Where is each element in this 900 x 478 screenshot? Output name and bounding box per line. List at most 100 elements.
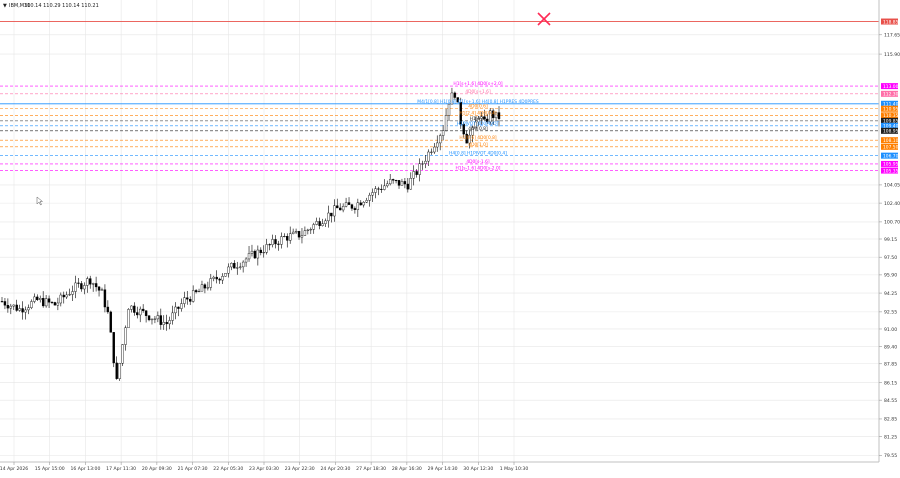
y-tick-label: 97.50 [884,255,897,261]
candle-body [274,239,277,245]
mouse-cursor-icon [36,196,44,206]
y-tick-label: 91.00 [884,327,897,333]
level-label: H1[s+1.6] 4D0[s+2.0] [453,81,502,87]
candle-body [356,202,360,210]
candle-body [27,307,30,311]
y-tick-label: 117.65 [884,33,900,39]
candle-body [362,202,365,206]
price-tag-label: 105.35 [883,168,899,174]
candle-body [430,151,433,153]
candle-body [368,194,371,201]
candle-body [497,112,501,119]
candle-body [103,289,107,308]
price-tag [881,152,898,159]
candle-body [127,309,130,328]
x-tick-label: 27 Apr 18:30 [356,466,386,472]
price-tag [881,112,898,119]
x-tick-label: 29 Apr 14:30 [428,466,458,472]
candle-body [244,258,248,263]
candle-body [121,344,124,364]
close-price-tag-label: 118.85 [883,19,899,25]
y-tick-label: 92.55 [884,310,897,316]
price-tag-label: 113.00 [883,84,899,90]
candle-body [86,278,89,286]
candle-body [330,212,333,217]
level-label: 4D0[s+1.6] [465,89,491,95]
y-tick-label: 104.05 [884,183,900,189]
candle-body [412,171,415,179]
candle-body [483,116,486,120]
candle-body [94,283,98,288]
candle-body [18,308,21,311]
x-tick-label: 16 Apr 13:00 [70,466,100,472]
candle-body [477,118,480,123]
candle-body [224,273,227,277]
candle-body [262,252,265,254]
candle-body [394,180,398,182]
price-tag [881,127,898,134]
candle-body [115,362,118,379]
x-tick-label: 23 Apr 22:30 [285,466,315,472]
x-tick-label: 20 Apr 09:30 [142,466,172,472]
candle-body [186,297,189,300]
candle-body [391,179,395,181]
candle-body [436,142,439,148]
candle-body [324,220,327,224]
candle-body [344,202,348,207]
candle-body [159,315,163,325]
price-tag [881,122,898,129]
candle-body [230,262,233,268]
candle-body [30,301,33,308]
candle-body [371,192,374,196]
level-label: 4D0[s-1.6] [466,159,490,165]
x-tick-label: 28 Apr 16:30 [392,466,422,472]
candle-body [59,294,63,304]
level-labels-layer: H1[s+1.6] 4D0[s+2.0] 4D0[s+1.6] M4/1[0.8] … [417,81,539,171]
candle-body [333,205,336,217]
candle-body [480,116,483,119]
candle-body [286,236,289,241]
price-tag-label: 111.40 [883,102,899,108]
candle-body [239,266,242,268]
x-tick-label: 22 Apr 05:30 [213,466,243,472]
candle-body [156,315,160,320]
candle-body [459,101,462,125]
candle-body [65,294,68,298]
candle-body [53,302,57,306]
candle-body [418,163,421,175]
candle-body [309,229,312,231]
candle-body [259,249,262,254]
candle-body [209,278,212,288]
level-label: H1[s-1.6] 4D0[s-2.0] [455,166,500,172]
candle-body [327,212,330,222]
candle-body [136,312,139,316]
candle-body [91,283,95,285]
symbol-marker: ▼ [3,3,7,9]
candle-body [300,235,304,238]
candle-body [486,118,489,123]
candle-body [447,103,451,116]
candle-body [9,305,13,309]
candle-body [365,200,368,203]
candle-body [336,205,339,209]
chart-header: ▼ IBM,M30 110.14 110.29 110.14 110.21 [3,3,99,9]
candle-body [168,320,171,325]
candle-body [400,181,404,186]
price-tag-label: 105.95 [883,162,899,168]
candle-body [468,134,471,144]
grid-layer [0,0,879,462]
candle-body [183,297,186,304]
candle-body [177,306,180,309]
candle-body [462,123,465,135]
price-tag [881,83,898,90]
level-label: H1[0.6] 4D0[0.8] [459,135,497,141]
candle-body [265,244,268,253]
candle-body [206,287,210,289]
candle-body [36,296,39,301]
y-tick-label: 84.55 [884,398,897,404]
candle-body [289,233,292,241]
candle-body [415,171,418,175]
close-cross-icon[interactable] [537,12,551,26]
